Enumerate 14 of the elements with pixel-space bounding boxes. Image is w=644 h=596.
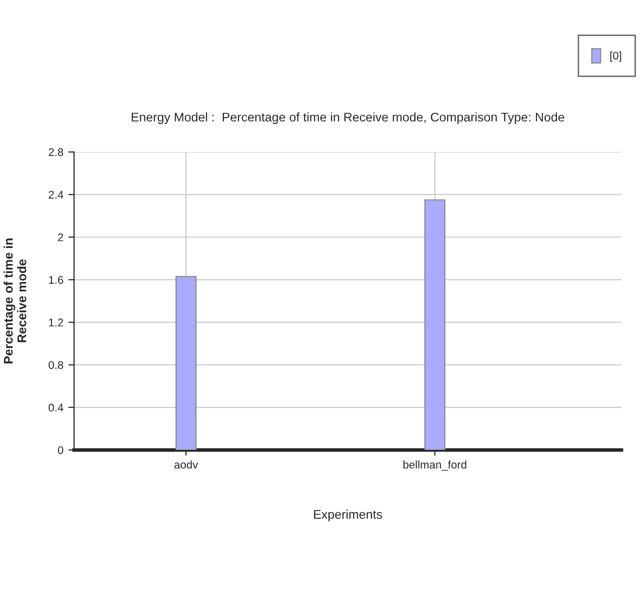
y-tick-label: 1.6 [49, 276, 64, 284]
y-tick-label: 2.4 [48, 190, 64, 199]
y-tick-label: 2.8 [48, 148, 64, 156]
legend-label: [0] [610, 51, 622, 62]
x-tick-label: aodv [174, 460, 198, 469]
x-axis-title: Experiments [314, 510, 382, 522]
y-tick-label: 0.8 [48, 361, 64, 369]
y-tick-label: 2 [58, 233, 64, 242]
y-tick-label: 1.2 [49, 318, 64, 326]
y-tick-label: 0.4 [48, 404, 64, 412]
y-tick-label: 0 [58, 446, 64, 454]
y-axis-title: Percentage of time in Receive mode [4, 238, 26, 364]
chart-title: Energy Model : Percentage of time in Receive mode, Comparison Type: Node [132, 112, 564, 124]
x-tick-label: bellman_ford [403, 460, 466, 471]
